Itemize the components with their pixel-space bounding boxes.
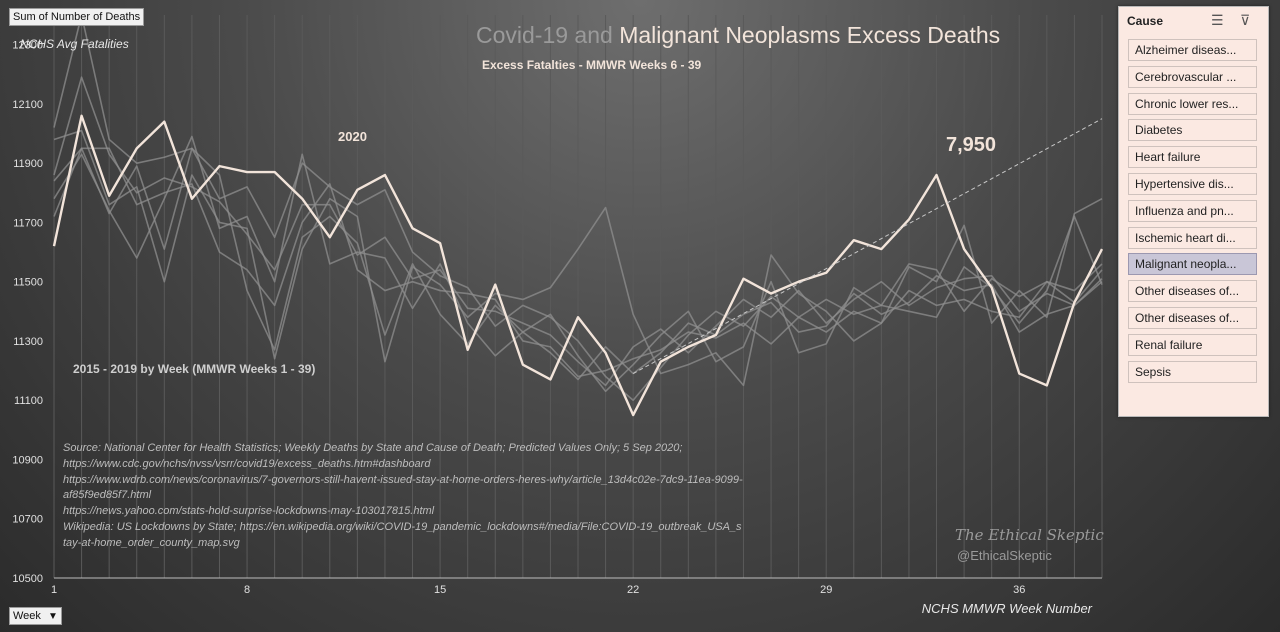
source-line: https://www.wdrb.com/news/coronavirus/7-… — [63, 473, 743, 502]
trendline — [632, 118, 1103, 374]
y-axis-ticks: 10500 10700 10900 11100 11300 11500 11700 11900… — [12, 40, 43, 585]
slicer-item[interactable]: Sepsis — [1128, 360, 1257, 383]
y-tick-label: 10700 — [12, 514, 43, 526]
chart-subtitle: Excess Fatalties - MMWR Weeks 6 - 39 — [482, 58, 702, 72]
chart-title: Covid-19 and Malignant Neoplasms Excess … — [476, 22, 1000, 49]
source-line: https://news.yahoo.com/stats-hold-surpri… — [63, 505, 435, 518]
cause-slicer: Cause ☰ ⊽ Alzheimer diseas... Cerebrovasc… — [1118, 6, 1269, 417]
chart-title-part1: Covid-19 and — [476, 22, 620, 48]
trendline-segment — [632, 118, 1103, 374]
y-tick-label: 10500 — [12, 573, 43, 585]
slicer-item[interactable]: Other diseases of... — [1128, 307, 1257, 329]
multi-select-icon[interactable]: ☰ — [1211, 12, 1224, 28]
slicer-item[interactable]: Other diseases of... — [1128, 280, 1257, 303]
slicer-item[interactable]: Chronic lower res... — [1128, 92, 1257, 115]
series-line-history — [53, 14, 1103, 402]
y-tick-label: 11900 — [13, 158, 43, 170]
brand-name: The Ethical Skeptic — [955, 526, 1104, 544]
slicer-item[interactable]: Malignant neopla... — [1128, 253, 1257, 276]
x-tick-label: 36 — [1013, 584, 1025, 596]
annotation-excess-total: 7,950 — [946, 134, 997, 156]
week-field-button[interactable]: Week ▼ — [9, 607, 62, 625]
slicer-item[interactable]: Influenza and pn... — [1128, 199, 1257, 222]
x-axis-ticks: 1 8 15 22 29 36 — [51, 584, 1025, 596]
source-line: Source: National Center for Health Stati… — [63, 442, 683, 454]
source-notes: Source: National Center for Health Stati… — [63, 441, 743, 552]
source-line: Wikipedia: US Lockdowns by State; https:… — [63, 520, 742, 549]
y-tick-label: 10900 — [12, 454, 43, 466]
series-lines — [52, 14, 1104, 417]
annotation-historical: 2015 - 2019 by Week (MMWR Weeks 1 - 39) — [73, 362, 316, 376]
slicer-item[interactable]: Alzheimer diseas... — [1128, 39, 1257, 61]
x-tick-label: 22 — [627, 584, 639, 596]
slicer-item[interactable]: Cerebrovascular ... — [1128, 65, 1257, 88]
x-tick-label: 8 — [244, 584, 250, 596]
clear-filter-icon[interactable]: ⊽ — [1240, 12, 1251, 28]
x-axis-title: NCHS MMWR Week Number — [921, 601, 1092, 616]
chart-title-part2: Malignant Neoplasms Excess Deaths — [619, 22, 1001, 48]
y-tick-label: 12300 — [12, 40, 43, 52]
slicer-item[interactable]: Heart failure — [1128, 146, 1257, 169]
sum-field-button[interactable]: Sum of Number of Deaths — [9, 8, 145, 26]
y-tick-label: 12100 — [12, 99, 43, 111]
series-line-2020 — [52, 114, 1104, 417]
slicer-item[interactable]: Hypertensive dis... — [1128, 173, 1257, 195]
annotation-2020: 2020 — [338, 129, 367, 144]
y-tick-label: 11300 — [13, 336, 43, 348]
brand-handle: @EthicalSkeptic — [957, 548, 1052, 563]
y-tick-label: 11500 — [13, 277, 43, 289]
series-line-history — [53, 147, 1103, 378]
y-tick-label: 11100 — [14, 395, 43, 407]
y-tick-label: 11700 — [13, 217, 43, 229]
x-tick-label: 29 — [820, 584, 832, 596]
source-line: https://www.cdc.gov/nchs/nvss/vsrr/covid… — [63, 457, 431, 470]
slicer-item[interactable]: Ischemic heart di... — [1128, 226, 1257, 249]
series-line-history — [53, 147, 1103, 381]
gridlines — [53, 15, 1103, 578]
series-line-history — [53, 135, 1103, 393]
slicer-item[interactable]: Diabetes — [1128, 119, 1257, 142]
x-tick-label: 15 — [434, 584, 446, 596]
filter-dropdown-icon[interactable]: ▼ — [48, 611, 58, 622]
x-tick-label: 1 — [51, 584, 57, 596]
slicer-item[interactable]: Renal failure — [1128, 333, 1257, 356]
slicer-title: Cause — [1127, 14, 1164, 28]
week-field-label: Week — [13, 610, 41, 622]
y-axis-title: NCHS Avg Fatalities — [20, 37, 129, 51]
